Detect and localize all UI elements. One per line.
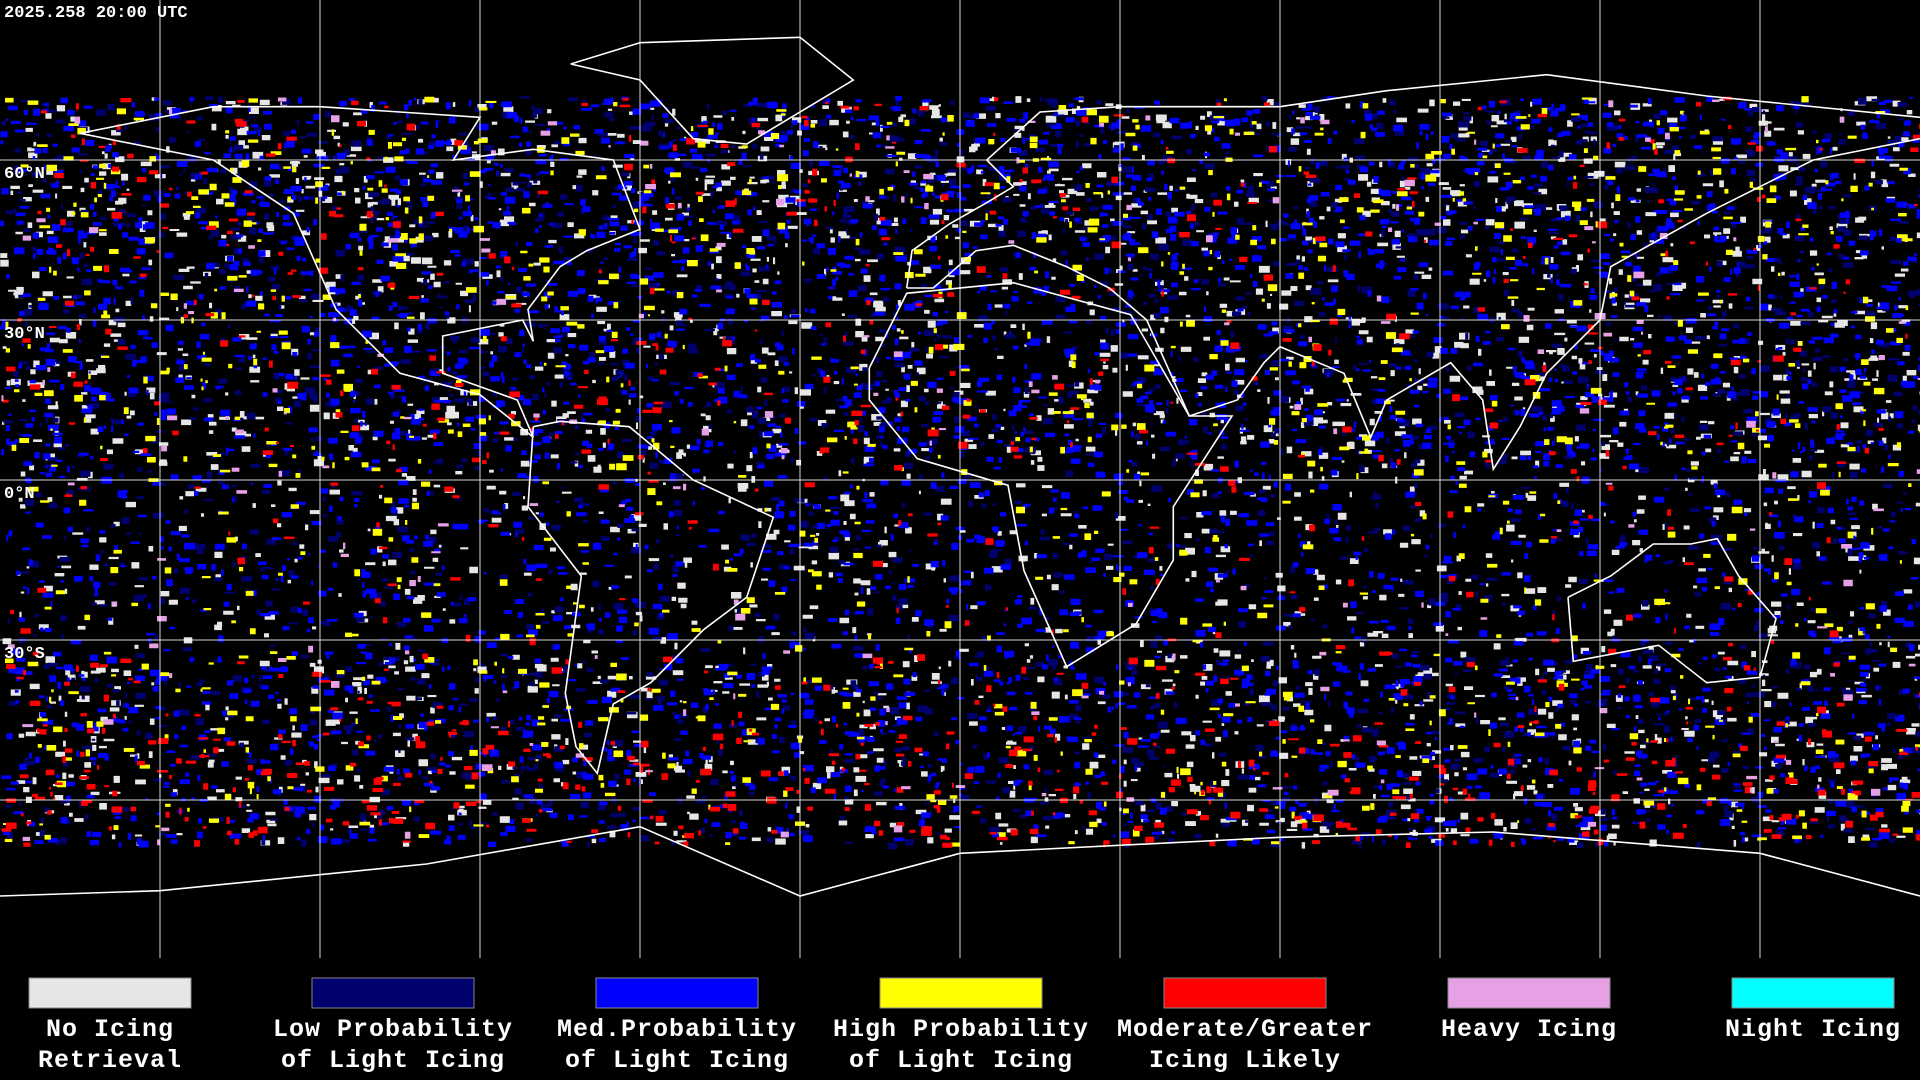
- timestamp: 2025.258 20:00 UTC: [4, 4, 188, 23]
- coastline: [0, 825, 1920, 897]
- legend-label: Low Probability: [273, 1015, 513, 1044]
- legend-label: Icing Likely: [1149, 1046, 1341, 1075]
- latitude-label: 60°N: [4, 165, 45, 184]
- legend-swatch: [879, 977, 1043, 1009]
- legend-swatch: [1163, 977, 1327, 1009]
- legend-swatch: [28, 977, 192, 1009]
- latitude-label: 30°N: [4, 325, 45, 344]
- legend-label: of Light Icing: [565, 1046, 789, 1075]
- coastline: [868, 281, 1234, 668]
- latitude-label: 0°N: [4, 485, 35, 504]
- legend-label: of Light Icing: [849, 1046, 1073, 1075]
- legend-swatch: [311, 977, 475, 1009]
- latitude-labels: 60°N 30°N 0°N 30°S: [4, 165, 45, 664]
- coastline: [906, 137, 1920, 472]
- legend-swatch: [1447, 977, 1611, 1009]
- legend-label: High Probability: [833, 1015, 1089, 1044]
- latitude-label: 30°S: [4, 645, 45, 664]
- legend-label: No Icing: [46, 1015, 174, 1044]
- coastline: [1567, 537, 1777, 684]
- legend-swatch: [595, 977, 759, 1009]
- legend-label: Med.Probability: [557, 1015, 797, 1044]
- legend-label: Night Icing: [1725, 1015, 1901, 1044]
- legend-label: Retrieval: [38, 1046, 182, 1075]
- coastline: [79, 105, 642, 438]
- graticule: [0, 0, 1920, 958]
- coastline: [527, 420, 775, 776]
- legend-swatch: [1731, 977, 1895, 1009]
- legend-label: Moderate/Greater: [1117, 1015, 1373, 1044]
- legend-label: of Light Icing: [281, 1046, 505, 1075]
- coastline: [905, 73, 1920, 289]
- legend-label: Heavy Icing: [1441, 1015, 1617, 1044]
